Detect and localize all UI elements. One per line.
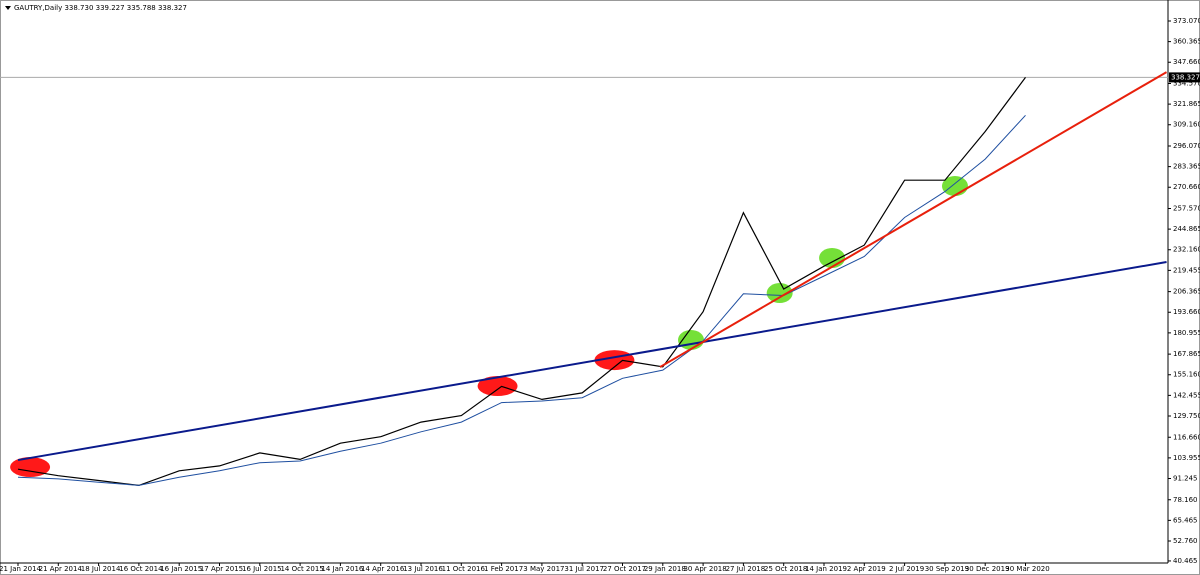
x-tick-label: 27 Oct 2017 <box>603 565 646 573</box>
x-tick-label: 14 Apr 2016 <box>361 565 405 573</box>
y-tick-label: 321.865 <box>1173 100 1200 108</box>
x-tick-label: 29 Jan 2018 <box>644 565 686 573</box>
x-tick-label: 2 Apr 2019 <box>847 565 886 573</box>
y-tick-label: 180.955 <box>1173 329 1200 337</box>
y-tick-label: 347.660 <box>1173 58 1200 66</box>
x-tick-label: 30 Mar 2020 <box>1005 565 1049 573</box>
current-price-box <box>1169 72 1200 83</box>
y-tick-label: 244.865 <box>1173 225 1200 233</box>
x-tick-label: 18 Jul 2014 <box>81 565 121 573</box>
x-tick-label: 14 Jan 2016 <box>321 565 364 573</box>
current-price-label: 338.327 <box>1171 73 1200 81</box>
x-tick-label: 14 Oct 2015 <box>280 565 323 573</box>
x-tick-label: 16 Jan 2015 <box>160 565 202 573</box>
x-tick-label: 11 Oct 2016 <box>442 565 486 573</box>
y-tick-label: 283.365 <box>1173 163 1200 171</box>
y-tick-label: 52.760 <box>1173 537 1198 545</box>
x-tick-label: 16 Jul 2015 <box>242 565 282 573</box>
y-tick-label: 257.570 <box>1173 204 1200 212</box>
y-tick-label: 142.455 <box>1173 391 1200 399</box>
y-tick-label: 309.160 <box>1173 121 1200 129</box>
y-tick-label: 206.365 <box>1173 288 1200 296</box>
y-tick-label: 116.660 <box>1173 433 1200 441</box>
x-tick-label: 14 Jan 2019 <box>805 565 847 573</box>
menu-arrow[interactable] <box>5 6 11 10</box>
chart-title: GAUTRY,Daily 338.730 339.227 335.788 338… <box>14 4 187 12</box>
x-tick-label: 13 Jul 2016 <box>403 565 443 573</box>
y-tick-label: 219.455 <box>1173 266 1200 274</box>
x-tick-label: 2 Jul 2019 <box>889 565 924 573</box>
y-tick-label: 270.660 <box>1173 183 1200 191</box>
highlight <box>819 247 846 268</box>
y-tick-label: 296.070 <box>1173 142 1200 150</box>
y-tick-label: 65.465 <box>1173 516 1198 524</box>
x-tick-label: 1 Feb 2017 <box>484 565 523 573</box>
y-tick-label: 167.865 <box>1173 350 1200 358</box>
y-tick-label: 78.160 <box>1173 496 1198 504</box>
y-tick-label: 360.365 <box>1173 38 1200 46</box>
series-line <box>17 114 1026 486</box>
trendline <box>17 261 1167 462</box>
y-tick-label: 129.750 <box>1173 412 1200 420</box>
y-tick-label: 103.955 <box>1173 454 1200 462</box>
x-tick-label: 30 Apr 2018 <box>683 565 726 573</box>
y-tick-label: 40.465 <box>1173 557 1198 565</box>
x-tick-label: 31 Jul 2017 <box>564 565 604 573</box>
x-tick-label: 27 Jul 2018 <box>726 565 766 573</box>
y-tick-label: 155.160 <box>1173 371 1200 379</box>
x-tick-label: 25 Oct 2018 <box>764 565 807 573</box>
highlight <box>10 457 51 478</box>
y-tick-label: 193.660 <box>1173 308 1200 316</box>
y-tick-label: 334.570 <box>1173 79 1200 87</box>
x-tick-label: 16 Oct 2014 <box>119 565 163 573</box>
x-tick-label: 3 May 2017 <box>523 565 564 573</box>
x-tick-label: 17 Apr 2015 <box>200 565 243 573</box>
trendline <box>659 71 1168 368</box>
x-tick-label: 21 Apr 2014 <box>39 565 83 573</box>
y-tick-label: 373.070 <box>1173 17 1200 25</box>
y-tick-label: 232.160 <box>1173 246 1200 254</box>
x-tick-label: 21 Jan 2014 <box>0 565 42 573</box>
x-tick-label: 30 Dec 2019 <box>965 565 1010 573</box>
series-line <box>17 77 1026 487</box>
x-tick-label: 30 Sep 2019 <box>925 565 969 573</box>
highlight <box>477 376 518 397</box>
y-tick-label: 91.245 <box>1173 475 1198 483</box>
